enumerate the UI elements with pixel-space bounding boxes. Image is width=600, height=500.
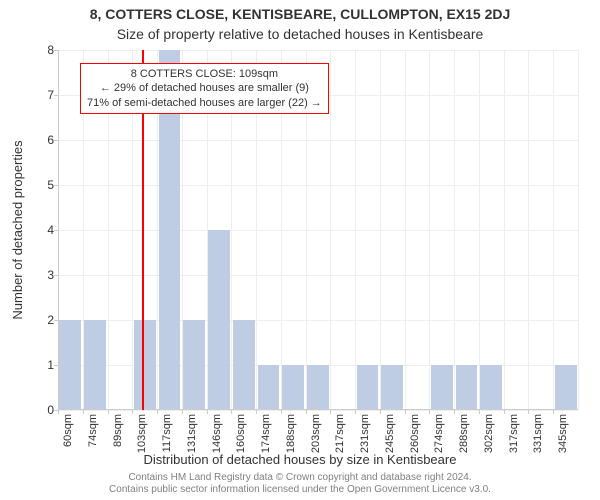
annotation-line: ← 29% of detached houses are smaller (9) bbox=[87, 81, 322, 95]
bar bbox=[59, 320, 81, 410]
bar bbox=[84, 320, 106, 410]
y-tick-label: 1 bbox=[14, 358, 54, 372]
bar bbox=[381, 365, 403, 410]
bar bbox=[233, 320, 255, 410]
y-tick-label: 8 bbox=[14, 43, 54, 57]
bar bbox=[183, 320, 205, 410]
bar bbox=[456, 365, 478, 410]
bar bbox=[431, 365, 453, 410]
y-tick-label: 7 bbox=[14, 88, 54, 102]
x-axis-label: Distribution of detached houses by size … bbox=[0, 452, 600, 467]
bar bbox=[307, 365, 329, 410]
bar bbox=[134, 320, 156, 410]
bar bbox=[480, 365, 502, 410]
bar bbox=[555, 365, 577, 410]
y-axis-label: Number of detached properties bbox=[10, 140, 25, 319]
bar bbox=[258, 365, 280, 410]
footer-line: Contains public sector information licen… bbox=[0, 484, 600, 496]
annotation-line: 8 COTTERS CLOSE: 109sqm bbox=[87, 67, 322, 81]
footer-attribution: Contains HM Land Registry data © Crown c… bbox=[0, 472, 600, 496]
y-tick-label: 0 bbox=[14, 403, 54, 417]
bar bbox=[208, 230, 230, 410]
annotation-box: 8 COTTERS CLOSE: 109sqm← 29% of detached… bbox=[80, 63, 329, 114]
bar bbox=[282, 365, 304, 410]
annotation-line: 71% of semi-detached houses are larger (… bbox=[87, 96, 322, 110]
bar bbox=[357, 365, 379, 410]
chart-plot-area: 8 COTTERS CLOSE: 109sqm← 29% of detached… bbox=[58, 50, 578, 410]
footer-line: Contains HM Land Registry data © Crown c… bbox=[0, 472, 600, 484]
page-title: 8, COTTERS CLOSE, KENTISBEARE, CULLOMPTO… bbox=[0, 6, 600, 22]
page-subtitle: Size of property relative to detached ho… bbox=[0, 26, 600, 42]
